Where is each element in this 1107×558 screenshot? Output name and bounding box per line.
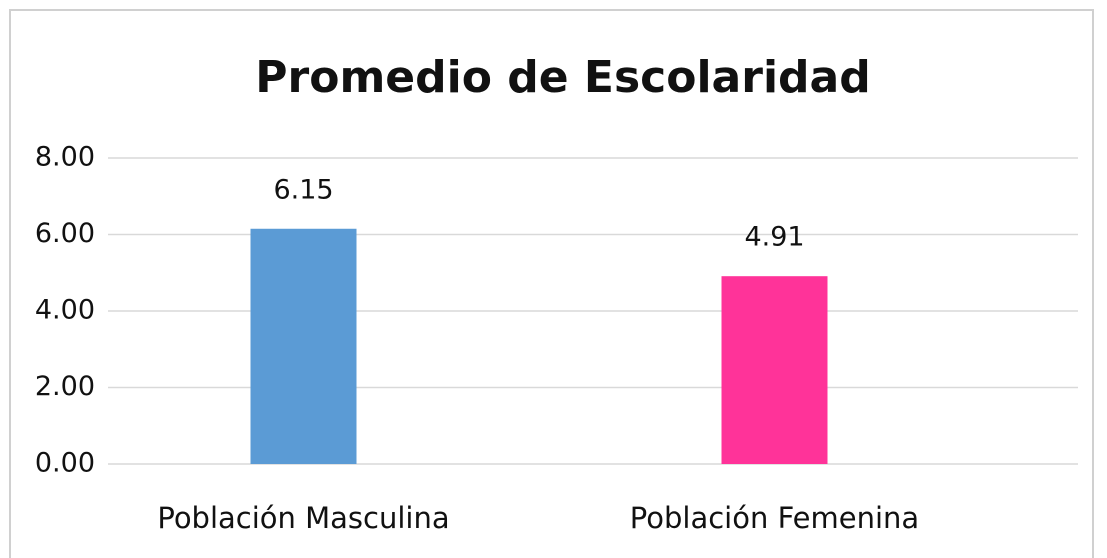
y-tick-label: 2.00 (35, 371, 95, 402)
bar (721, 276, 828, 464)
y-tick-label: 0.00 (35, 448, 95, 479)
data-label: 4.91 (744, 222, 804, 253)
y-tick-label: 8.00 (35, 142, 95, 173)
chart-frame (9, 9, 1094, 558)
x-tick-label: Población Masculina (157, 501, 449, 535)
x-tick-label: Población Femenina (630, 501, 919, 535)
data-label: 6.15 (273, 174, 333, 205)
chart-title: Promedio de Escolaridad (255, 52, 870, 103)
y-tick-label: 4.00 (35, 295, 95, 326)
bar (250, 228, 357, 464)
y-tick-label: 6.00 (35, 218, 95, 249)
